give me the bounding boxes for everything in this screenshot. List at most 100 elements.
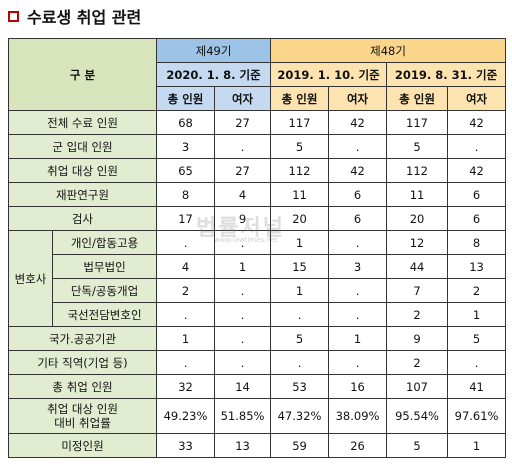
cell: 14 — [214, 374, 272, 399]
cell: 17 — [156, 206, 216, 231]
header-row-1: 구 분 제49기 제48기 — [7, 38, 507, 111]
cell: 11 — [386, 182, 449, 207]
cell: . — [270, 350, 330, 375]
cell: . — [214, 350, 272, 375]
cell: 42 — [447, 158, 507, 183]
row-label: 단독/공동개업 — [51, 278, 158, 303]
header-date-2: 2019. 1. 10. 기준 — [270, 62, 388, 87]
cell: 5 — [270, 134, 330, 159]
cell: 6 — [447, 182, 507, 207]
row-label: 개인/합동고용 — [51, 230, 158, 255]
header-row-2: 2020. 1. 8. 기준 2019. 1. 10. 기준 2019. 8. … — [9, 62, 507, 87]
cell: 1 — [447, 433, 507, 458]
cell: 27 — [214, 110, 272, 135]
cell: . — [214, 326, 272, 351]
table-row: 검사 17 9 20 6 20 6 — [7, 206, 507, 231]
header-group-48: 제48기 — [270, 38, 507, 63]
cell: . — [328, 278, 388, 303]
cell: . — [214, 134, 272, 159]
row-label: 재판연구원 — [7, 182, 158, 207]
row-label: 군 입대 인원 — [7, 134, 158, 159]
table-row: 미정인원 33 13 59 26 5 1 — [7, 433, 507, 458]
cell: . — [214, 230, 272, 255]
header-gubun: 구 분 — [7, 38, 158, 111]
cell: 26 — [328, 433, 388, 458]
header-date-3: 2019. 8. 31. 기준 — [386, 62, 507, 87]
table-row: 군 입대 인원 3 . 5 . 5 . — [7, 134, 507, 159]
cell: 33 — [156, 433, 216, 458]
cell: 20 — [270, 206, 330, 231]
table-row: 국선전담변호인 . . . . 2 1 — [9, 302, 507, 327]
cell: 20 — [386, 206, 449, 231]
cell: 42 — [447, 110, 507, 135]
cell: 112 — [386, 158, 449, 183]
cell: . — [447, 134, 507, 159]
table-row: 취업 대상 인원 대비 취업률 49.23% 51.85% 47.32% 38.… — [7, 398, 507, 434]
table-row: 취업 대상 인원 65 27 112 42 112 42 — [7, 158, 507, 183]
title-row: 수료생 취업 관련 — [8, 4, 141, 28]
page-title: 수료생 취업 관련 — [27, 8, 142, 27]
cell: 9 — [214, 206, 272, 231]
cell: 13 — [214, 433, 272, 458]
cell: 4 — [156, 254, 216, 279]
cell: 95.54% — [386, 398, 449, 434]
cell: 13 — [447, 254, 507, 279]
cell: 68 — [156, 110, 216, 135]
row-label: 기타 직역(기업 등) — [7, 350, 158, 375]
cell: 1 — [156, 326, 216, 351]
row-label: 미정인원 — [7, 433, 158, 458]
cell: . — [214, 278, 272, 303]
cell: . — [328, 302, 388, 327]
cell: 41 — [447, 374, 507, 399]
cell: . — [156, 350, 216, 375]
row-label-line-2: 대비 취업률 — [54, 416, 111, 430]
cell: 47.32% — [270, 398, 330, 434]
cell: 2 — [386, 302, 449, 327]
header-total-2: 총 인원 — [270, 86, 330, 111]
cell: 6 — [328, 206, 388, 231]
cell: 42 — [328, 110, 388, 135]
row-label: 검사 — [7, 206, 158, 231]
cell: 42 — [328, 158, 388, 183]
cell: 117 — [386, 110, 449, 135]
cell: 32 — [156, 374, 216, 399]
cell: 12 — [386, 230, 449, 255]
header-female-2: 여자 — [328, 86, 388, 111]
table-row: 변호사 개인/합동고용 . . 1 . 12 8 — [8, 230, 507, 327]
table-row: 법무법인 4 1 15 3 44 13 — [9, 254, 507, 279]
cell: 3 — [328, 254, 388, 279]
cell: . — [156, 302, 216, 327]
row-label: 전체 수료 인원 — [7, 110, 158, 135]
cell: 117 — [270, 110, 330, 135]
cell: 5 — [386, 134, 449, 159]
cell: 1 — [328, 326, 388, 351]
cell: . — [270, 302, 330, 327]
cell: 51.85% — [214, 398, 272, 434]
cell: 11 — [270, 182, 330, 207]
cell: 6 — [447, 206, 507, 231]
cell: 97.61% — [447, 398, 507, 434]
cell: 59 — [270, 433, 330, 458]
cell: 8 — [447, 230, 507, 255]
cell: 4 — [214, 182, 272, 207]
cell: 1 — [214, 254, 272, 279]
checkbox-icon — [8, 10, 19, 22]
cell: 5 — [386, 433, 449, 458]
cell: . — [447, 350, 507, 375]
cell: 107 — [386, 374, 449, 399]
table-row: 단독/공동개업 2 . 1 . 7 2 — [9, 278, 507, 303]
table-row: 전체 수료 인원 68 27 117 42 117 42 — [7, 110, 507, 135]
cell: 15 — [270, 254, 330, 279]
cell: 5 — [270, 326, 330, 351]
cell: 112 — [270, 158, 330, 183]
cell: 53 — [270, 374, 330, 399]
row-label-employment-rate: 취업 대상 인원 대비 취업률 — [7, 398, 158, 434]
cell: 5 — [447, 326, 507, 351]
lawyer-group-label: 변호사 — [8, 230, 53, 327]
cell: 2 — [156, 278, 216, 303]
cell: 6 — [328, 182, 388, 207]
row-label: 국선전담변호인 — [51, 302, 158, 327]
cell: 3 — [156, 134, 216, 159]
cell: 65 — [156, 158, 216, 183]
table-row: 총 취업 인원 32 14 53 16 107 41 — [7, 374, 507, 399]
